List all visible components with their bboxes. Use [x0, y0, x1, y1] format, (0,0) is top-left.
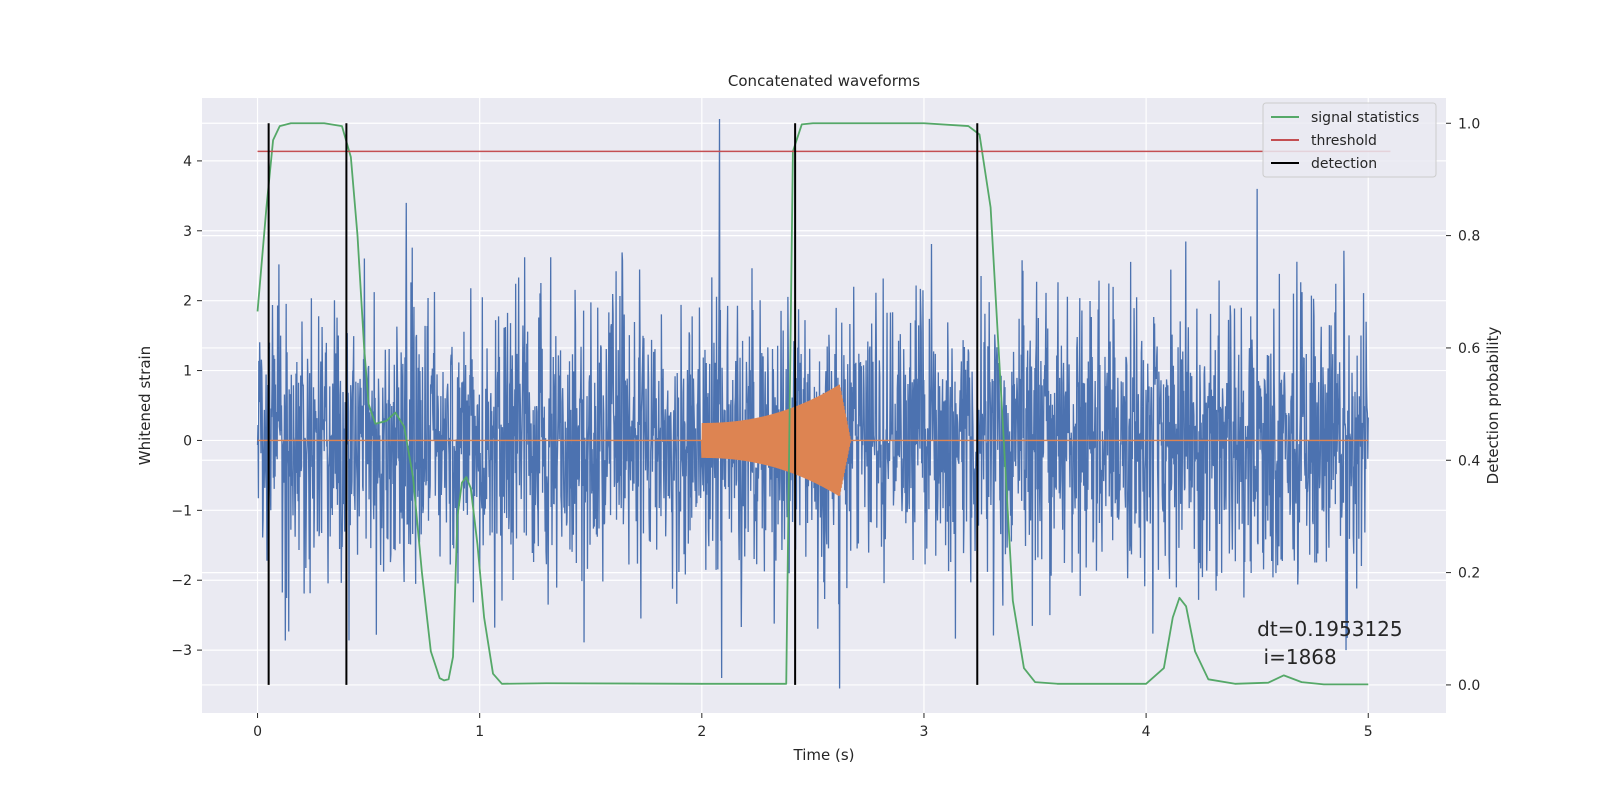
x-axis-ticks: 0 1 2 3 4 5 [253, 713, 1373, 740]
x-tick-label-4: 4 [1142, 724, 1151, 740]
annotation-index: i=1868 [1257, 645, 1337, 669]
y-right-tick-label-0: 0.0 [1458, 678, 1480, 694]
x-tick-label-3: 3 [920, 724, 929, 740]
x-tick-label-1: 1 [475, 724, 484, 740]
y-left-tick-label-5: 2 [183, 294, 192, 310]
legend-label-signal-statistics: signal statistics [1311, 110, 1419, 126]
y-axis-left-ticks: −3 −2 −1 0 1 2 3 4 [171, 154, 202, 659]
legend-label-threshold: threshold [1311, 133, 1377, 149]
x-tick-label-0: 0 [253, 724, 262, 740]
y-left-tick-label-0: −3 [171, 643, 192, 659]
y-right-tick-label-4: 0.8 [1458, 229, 1480, 245]
legend-label-detection: detection [1311, 156, 1377, 172]
detection-lines [267, 123, 979, 685]
legend-box [1262, 102, 1437, 178]
y-right-tick-label-2: 0.4 [1458, 453, 1480, 469]
signal-statistics-line [256, 122, 1369, 686]
injected-signal-line [257, 384, 1369, 497]
y-left-tick-label-3: 0 [183, 433, 192, 449]
y-left-tick-label-7: 4 [183, 154, 192, 170]
y-left-tick-label-2: −1 [171, 503, 192, 519]
x-tick-label-5: 5 [1364, 724, 1373, 740]
x-axis-label: Time (s) [793, 746, 855, 764]
y-left-tick-label-4: 1 [183, 364, 192, 380]
legend: signal statistics threshold detection [1262, 102, 1437, 178]
annotation-dt: dt=0.1953125 [1257, 617, 1402, 641]
y-right-tick-label-3: 0.6 [1458, 341, 1480, 357]
y-left-tick-label-1: −2 [171, 573, 192, 589]
y-axis-right-ticks: 0.0 0.2 0.4 0.6 0.8 1.0 [1446, 116, 1480, 694]
y-left-tick-label-6: 3 [183, 224, 192, 240]
x-tick-label-2: 2 [697, 724, 706, 740]
y-axis-left-label: Whitened strain [136, 346, 154, 465]
y-right-tick-label-1: 0.2 [1458, 566, 1480, 582]
chart-title: Concatenated waveforms [728, 72, 920, 90]
y-right-tick-label-5: 1.0 [1458, 116, 1480, 132]
y-axis-right-label: Detection probability [1484, 327, 1502, 485]
